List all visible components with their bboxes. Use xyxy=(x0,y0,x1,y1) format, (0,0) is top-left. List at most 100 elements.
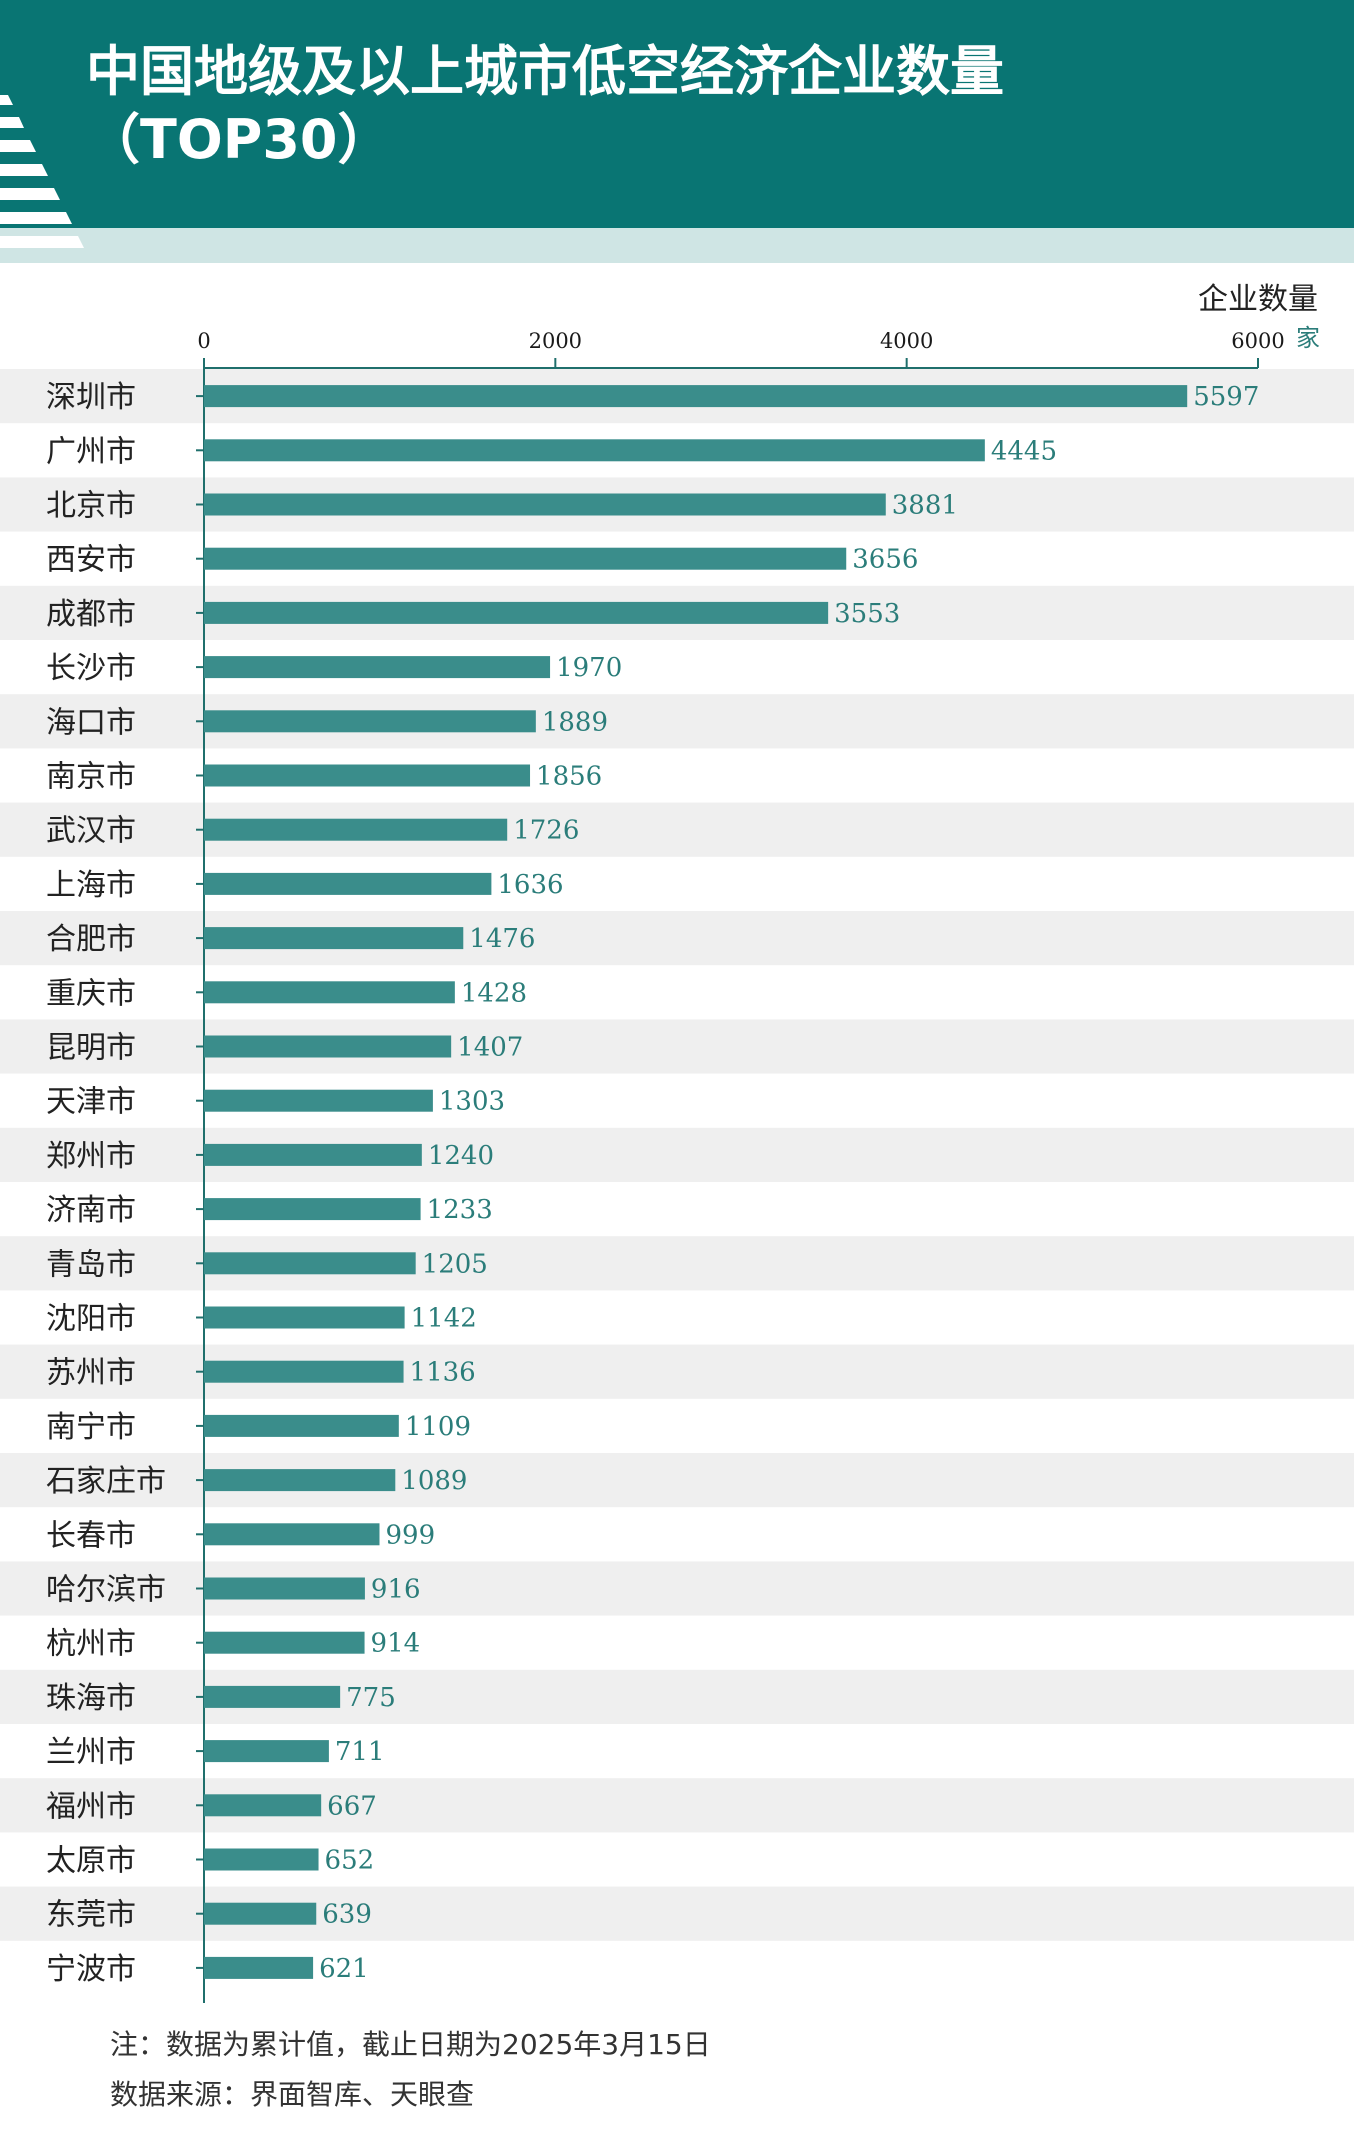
category-label: 珠海市 xyxy=(46,1681,136,1716)
bar xyxy=(204,1631,365,1654)
value-label: 1109 xyxy=(405,1412,471,1442)
bar-chart: 0 2000 4000 6000 深圳市 5597 广州市 4445 北京市 3881 西安市 36… xyxy=(0,282,1354,2003)
category-label: 东莞市 xyxy=(46,1898,136,1933)
bar xyxy=(204,1360,404,1383)
value-label: 999 xyxy=(385,1520,435,1550)
value-label: 916 xyxy=(371,1575,421,1605)
bars: 深圳市 5597 广州市 4445 北京市 3881 西安市 3656 成都市 3553 长沙市 19… xyxy=(46,380,1259,1987)
bar xyxy=(204,1035,452,1058)
x-tick-label: 2000 xyxy=(529,329,582,353)
bar xyxy=(204,1956,314,1979)
stripe-decoration xyxy=(0,95,84,248)
category-label: 南宁市 xyxy=(46,1410,136,1445)
bar xyxy=(204,439,985,462)
title-line-2: （TOP30） xyxy=(86,108,392,171)
value-label: 639 xyxy=(322,1900,372,1930)
value-label: 1970 xyxy=(556,653,622,683)
value-label: 4445 xyxy=(991,436,1057,466)
x-tick-label: 6000 xyxy=(1231,329,1284,353)
category-label: 青岛市 xyxy=(46,1247,136,1282)
bar xyxy=(204,1143,422,1166)
category-label: 兰州市 xyxy=(46,1735,136,1770)
value-label: 1428 xyxy=(461,978,527,1008)
value-label: 711 xyxy=(335,1737,385,1767)
category-label: 成都市 xyxy=(46,597,136,632)
x-tick-label: 4000 xyxy=(880,329,933,353)
category-label: 天津市 xyxy=(46,1085,136,1120)
bar xyxy=(204,656,551,679)
category-label: 郑州市 xyxy=(46,1139,136,1174)
category-label: 深圳市 xyxy=(46,380,136,415)
category-label: 海口市 xyxy=(46,705,136,740)
category-label: 上海市 xyxy=(46,868,136,903)
value-label: 1889 xyxy=(542,707,608,737)
value-label: 1636 xyxy=(497,870,563,900)
bar xyxy=(204,385,1188,408)
bar xyxy=(204,493,886,516)
category-label: 南京市 xyxy=(46,760,136,795)
bar xyxy=(204,1523,380,1546)
bar xyxy=(204,1685,341,1708)
category-label: 杭州市 xyxy=(46,1627,136,1662)
bar xyxy=(204,710,536,733)
header-band xyxy=(0,228,1354,263)
category-label: 长春市 xyxy=(46,1518,136,1553)
bar xyxy=(204,1089,433,1112)
value-label: 1240 xyxy=(428,1141,494,1171)
x-tick-label: 0 xyxy=(197,329,210,353)
value-label: 667 xyxy=(327,1791,377,1821)
bar xyxy=(204,1414,399,1437)
value-label: 1303 xyxy=(439,1087,505,1117)
title-line-1: 中国地级及以上城市低空经济企业数量 xyxy=(86,40,1004,103)
value-label: 621 xyxy=(319,1954,369,1984)
bar xyxy=(204,872,492,895)
value-label: 775 xyxy=(346,1683,396,1713)
category-label: 昆明市 xyxy=(46,1031,136,1066)
category-label: 西安市 xyxy=(46,543,136,578)
value-label: 1407 xyxy=(457,1033,523,1063)
value-label: 1205 xyxy=(422,1249,488,1279)
category-label: 广州市 xyxy=(46,434,136,469)
footnote: 注：数据为累计值，截止日期为2025年3月15日 xyxy=(110,2028,711,2061)
value-label: 3553 xyxy=(834,599,900,629)
bar xyxy=(204,1577,365,1600)
category-label: 武汉市 xyxy=(46,814,136,849)
value-label: 1856 xyxy=(536,762,602,792)
value-label: 1136 xyxy=(410,1358,476,1388)
data-source: 数据来源：界面智库、天眼查 xyxy=(110,2078,475,2111)
category-label: 合肥市 xyxy=(46,922,136,957)
category-label: 北京市 xyxy=(46,489,136,524)
value-label: 1726 xyxy=(513,816,579,846)
category-label: 苏州市 xyxy=(46,1356,136,1391)
category-label: 太原市 xyxy=(46,1844,136,1879)
bar xyxy=(204,1794,322,1817)
bar xyxy=(204,1740,329,1763)
footer: 注：数据为累计值，截止日期为2025年3月15日 数据来源：界面智库、天眼查 xyxy=(110,2020,711,2120)
bar xyxy=(204,1902,317,1925)
value-label: 914 xyxy=(371,1629,421,1659)
category-label: 哈尔滨市 xyxy=(46,1573,166,1608)
bar xyxy=(204,1848,319,1871)
category-label: 济南市 xyxy=(46,1193,136,1228)
bar xyxy=(204,547,847,570)
header-banner xyxy=(0,0,1354,228)
x-axis-label: 企业数量 xyxy=(1198,282,1318,317)
bar xyxy=(204,1469,396,1492)
bar xyxy=(204,927,464,950)
category-label: 长沙市 xyxy=(46,651,136,686)
category-label: 重庆市 xyxy=(46,976,136,1011)
chart-title: 中国地级及以上城市低空经济企业数量 （TOP30） xyxy=(86,38,1004,174)
bar xyxy=(204,1198,421,1221)
value-label: 3656 xyxy=(852,545,918,575)
category-label: 沈阳市 xyxy=(46,1302,136,1337)
value-label: 3881 xyxy=(892,491,958,521)
value-label: 5597 xyxy=(1193,382,1259,412)
bar xyxy=(204,1252,416,1275)
category-label: 石家庄市 xyxy=(46,1464,166,1499)
unit-label: 家 xyxy=(1296,324,1320,352)
value-label: 1476 xyxy=(469,924,535,954)
value-label: 1142 xyxy=(411,1304,477,1334)
category-label: 宁波市 xyxy=(46,1952,136,1987)
x-axis: 0 2000 4000 6000 xyxy=(197,329,1285,2003)
bar xyxy=(204,764,531,787)
